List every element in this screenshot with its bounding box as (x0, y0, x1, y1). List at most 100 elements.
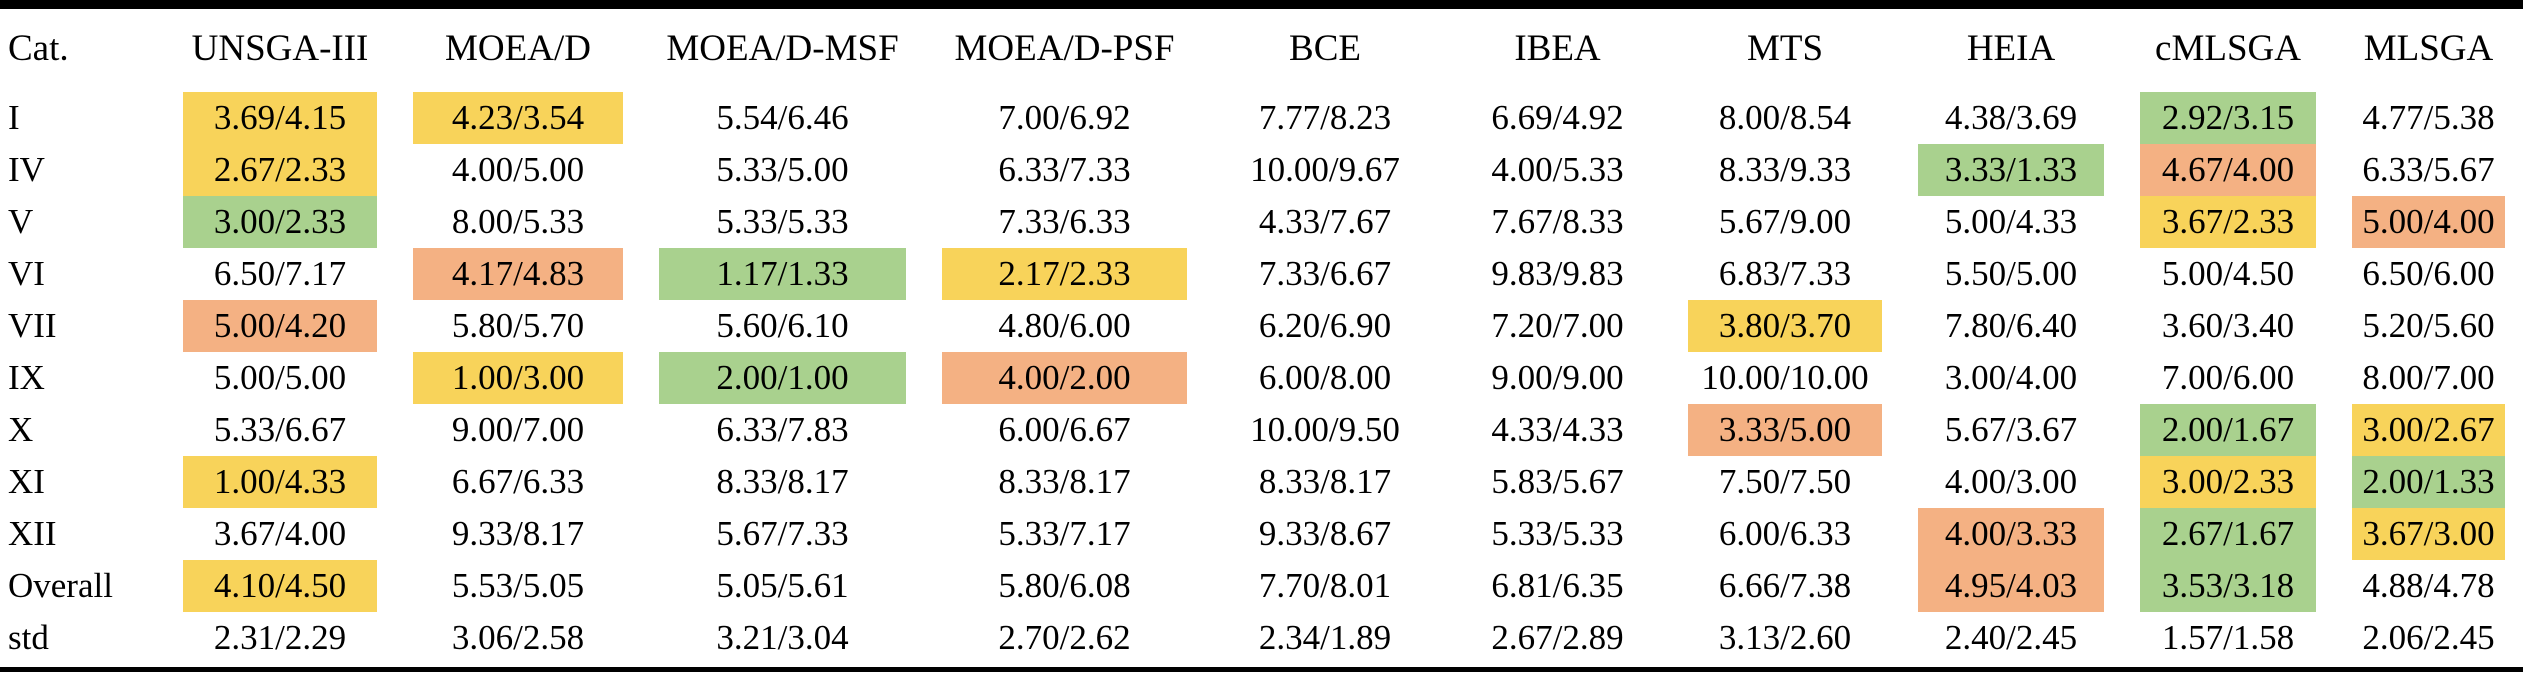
highlighted-value: 1.17/1.33 (659, 248, 906, 300)
table-top-rule (0, 0, 2523, 9)
table-cell: 6.00/6.67 (924, 404, 1205, 456)
table-row: std 2.31/2.29 3.06/2.58 3.21/3.04 2.70/2.62 2… (0, 612, 2523, 664)
value: 2.67/2.89 (1491, 618, 1624, 657)
value: 7.00/6.00 (2161, 358, 2295, 397)
table-cell: 7.50/7.50 (1670, 456, 1900, 508)
table-cell: 3.67/2.33 (2122, 196, 2334, 248)
table-row: XI 1.00/4.33 6.67/6.33 8.33/8.17 8.33/8.17 8.… (0, 456, 2523, 508)
col-header-mlsga: MLSGA (2334, 9, 2523, 92)
table-cell: 3.33/1.33 (1900, 144, 2122, 196)
value: 9.33/8.67 (1258, 514, 1392, 553)
value: 4.77/5.38 (2362, 98, 2495, 137)
value: 8.00/7.00 (2362, 358, 2495, 397)
value: 6.00/6.33 (1718, 514, 1852, 553)
highlighted-value: 3.33/1.33 (1918, 144, 2104, 196)
highlighted-value: 2.00/1.33 (2352, 456, 2505, 508)
value: 6.20/6.90 (1258, 306, 1392, 345)
col-header-moea-d-psf: MOEA/D-PSF (924, 9, 1205, 92)
table-cell: 9.33/8.17 (395, 508, 641, 560)
value: 2.40/2.45 (1944, 618, 2078, 657)
value: 6.66/7.38 (1718, 566, 1852, 605)
table-cell: 5.67/7.33 (641, 508, 924, 560)
table-cell: 3.00/2.33 (2122, 456, 2334, 508)
col-header-cat: Cat. (0, 9, 165, 92)
value: 10.00/10.00 (1701, 358, 1869, 397)
value: 8.00/5.33 (451, 202, 585, 241)
value: 4.38/3.69 (1944, 98, 2078, 137)
value: 8.33/9.33 (1718, 150, 1852, 189)
col-header-moea-d-msf: MOEA/D-MSF (641, 9, 924, 92)
table-cell: 5.00/4.50 (2122, 248, 2334, 300)
table-cell: 3.67/3.00 (2334, 508, 2523, 560)
row-label: XII (8, 514, 57, 553)
table-cell: 8.33/8.17 (924, 456, 1205, 508)
value: 2.34/1.89 (1258, 618, 1392, 657)
highlighted-value: 4.00/3.33 (1918, 508, 2104, 560)
table-cell: 9.83/9.83 (1445, 248, 1670, 300)
table-cell: 2.67/2.89 (1445, 612, 1670, 664)
table-cell: 7.67/8.33 (1445, 196, 1670, 248)
value: 4.33/4.33 (1491, 410, 1624, 449)
value: 5.33/5.33 (1491, 514, 1624, 553)
table-cell: 4.38/3.69 (1900, 87, 2122, 144)
table-cell: 4.00/3.33 (1900, 508, 2122, 560)
table-cell: 3.67/4.00 (165, 508, 395, 560)
value: 5.53/5.05 (451, 566, 585, 605)
highlighted-value: 1.00/4.33 (183, 456, 377, 508)
table-cell: 5.83/5.67 (1445, 456, 1670, 508)
table-cell: 5.00/5.00 (165, 352, 395, 404)
row-label: Overall (8, 566, 113, 605)
value: 6.33/7.33 (998, 150, 1131, 189)
table-cell: 8.33/8.17 (641, 456, 924, 508)
value: 9.83/9.83 (1491, 254, 1624, 293)
value: 7.67/8.33 (1491, 202, 1624, 241)
highlighted-value: 4.17/4.83 (413, 248, 623, 300)
table-cell: 2.31/2.29 (165, 612, 395, 664)
value: 6.81/6.35 (1491, 566, 1624, 605)
row-label: VII (8, 306, 57, 345)
value: 3.06/2.58 (451, 618, 585, 657)
table-row: X 5.33/6.67 9.00/7.00 6.33/7.83 6.00/6.67 10.… (0, 404, 2523, 456)
table-cell: 6.33/7.83 (641, 404, 924, 456)
highlighted-value: 2.00/1.00 (659, 352, 906, 404)
table-cell: 3.80/3.70 (1670, 300, 1900, 352)
value: 4.88/4.78 (2362, 566, 2495, 605)
highlighted-value: 3.67/2.33 (2140, 196, 2316, 248)
highlighted-value: 4.00/2.00 (942, 352, 1187, 404)
row-label: I (0, 87, 165, 144)
value: 10.00/9.50 (1250, 410, 1400, 449)
table-row: I 3.69/4.15 4.23/3.54 5.54/6.46 7.00/6.92 7.7… (0, 87, 2523, 144)
table-cell: 5.80/5.70 (395, 300, 641, 352)
highlighted-value: 2.17/2.33 (942, 248, 1187, 300)
value: 5.00/4.50 (2161, 254, 2295, 293)
col-header-unsga-iii: UNSGA-III (165, 9, 395, 92)
table-cell: 3.00/2.33 (165, 196, 395, 248)
row-label: VI (8, 254, 45, 293)
table-cell: 6.83/7.33 (1670, 248, 1900, 300)
table-cell: 1.57/1.58 (2122, 612, 2334, 664)
highlighted-value: 2.67/1.67 (2140, 508, 2316, 560)
table-cell: 5.33/5.00 (641, 144, 924, 196)
row-label: IV (8, 150, 45, 189)
table-cell: 2.67/1.67 (2122, 508, 2334, 560)
highlighted-value: 3.00/2.33 (183, 196, 377, 248)
value: 4.00/5.33 (1491, 150, 1624, 189)
value: 7.00/6.92 (998, 98, 1131, 137)
value: 6.83/7.33 (1718, 254, 1852, 293)
value: 6.00/6.67 (998, 410, 1131, 449)
table-row: VII 5.00/4.20 5.80/5.70 5.60/6.10 4.80/6.00 6… (0, 300, 2523, 352)
value: 5.60/6.10 (716, 306, 849, 345)
highlighted-value: 4.95/4.03 (1918, 560, 2104, 612)
table-cell: 6.00/6.33 (1670, 508, 1900, 560)
table-cell: 6.33/5.67 (2334, 144, 2523, 196)
table-cell: 2.67/2.33 (165, 144, 395, 196)
value: 8.33/8.17 (1258, 462, 1392, 501)
col-header-heia: HEIA (1900, 9, 2122, 92)
value: 5.20/5.60 (2362, 306, 2495, 345)
highlighted-value: 1.00/3.00 (413, 352, 623, 404)
value: 7.33/6.67 (1258, 254, 1392, 293)
table-cell: 6.66/7.38 (1670, 560, 1900, 612)
table-cell: 5.00/4.33 (1900, 196, 2122, 248)
col-header-mts: MTS (1670, 9, 1900, 92)
table-cell: 6.69/4.92 (1445, 87, 1670, 144)
